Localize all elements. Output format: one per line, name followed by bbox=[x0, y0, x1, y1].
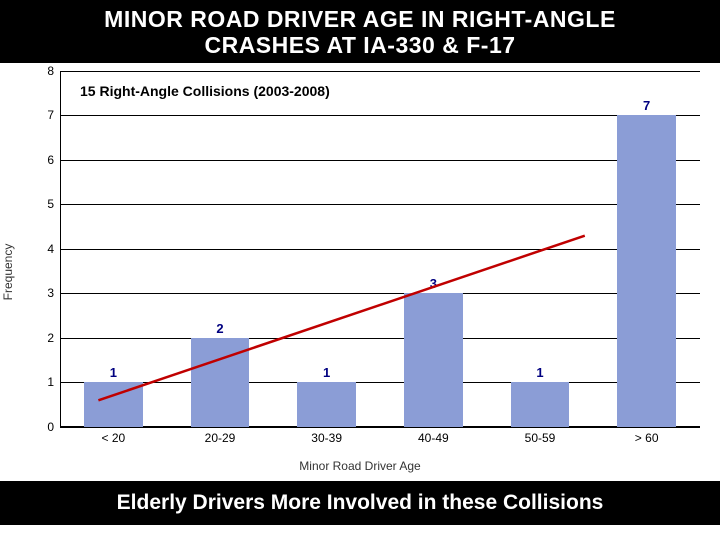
grid-line bbox=[60, 249, 700, 250]
grid-line bbox=[60, 338, 700, 339]
y-axis-label: Frequency bbox=[1, 244, 15, 301]
bar-value-label: 1 bbox=[536, 365, 543, 380]
y-tick-label: 1 bbox=[47, 375, 54, 389]
bar-value-label: 7 bbox=[643, 98, 650, 113]
bar-value-label: 1 bbox=[323, 365, 330, 380]
bar-value-label: 1 bbox=[110, 365, 117, 380]
title-line-2: CRASHES AT IA-330 & F-17 bbox=[8, 32, 712, 58]
y-tick-label: 0 bbox=[47, 420, 54, 434]
bar-value-label: 2 bbox=[216, 321, 223, 336]
y-tick-label: 8 bbox=[47, 64, 54, 78]
slide-footer: Elderly Drivers More Involved in these C… bbox=[0, 481, 720, 525]
bar: 3 bbox=[404, 293, 463, 427]
grid-line bbox=[60, 293, 700, 294]
grid-line bbox=[60, 115, 700, 116]
bar: 7 bbox=[617, 115, 676, 427]
grid-line bbox=[60, 204, 700, 205]
slide-title: MINOR ROAD DRIVER AGE IN RIGHT-ANGLE CRA… bbox=[0, 0, 720, 63]
x-axis-label: Minor Road Driver Age bbox=[299, 459, 420, 473]
x-tick-label: 50-59 bbox=[525, 431, 556, 445]
bar: 2 bbox=[191, 338, 250, 427]
x-tick-label: 40-49 bbox=[418, 431, 449, 445]
y-tick-label: 3 bbox=[47, 286, 54, 300]
y-tick-label: 7 bbox=[47, 108, 54, 122]
grid-line bbox=[60, 160, 700, 161]
grid-line bbox=[60, 427, 700, 428]
bar: 1 bbox=[84, 382, 143, 427]
bar-value-label: 3 bbox=[430, 276, 437, 291]
y-tick-label: 6 bbox=[47, 153, 54, 167]
x-tick-label: < 20 bbox=[101, 431, 125, 445]
chart-container: 15 Right-Angle Collisions (2003-2008) Fr… bbox=[0, 63, 720, 481]
title-line-1: MINOR ROAD DRIVER AGE IN RIGHT-ANGLE bbox=[8, 6, 712, 32]
x-tick-label: 30-39 bbox=[311, 431, 342, 445]
grid-line bbox=[60, 382, 700, 383]
x-tick-label: > 60 bbox=[635, 431, 659, 445]
grid-line bbox=[60, 71, 700, 72]
y-tick-label: 5 bbox=[47, 197, 54, 211]
bar: 1 bbox=[511, 382, 570, 427]
y-tick-label: 2 bbox=[47, 331, 54, 345]
x-tick-label: 20-29 bbox=[205, 431, 236, 445]
y-tick-label: 4 bbox=[47, 242, 54, 256]
bar: 1 bbox=[297, 382, 356, 427]
plot-area: 0123456781< 20220-29130-39340-49150-597>… bbox=[60, 71, 700, 427]
